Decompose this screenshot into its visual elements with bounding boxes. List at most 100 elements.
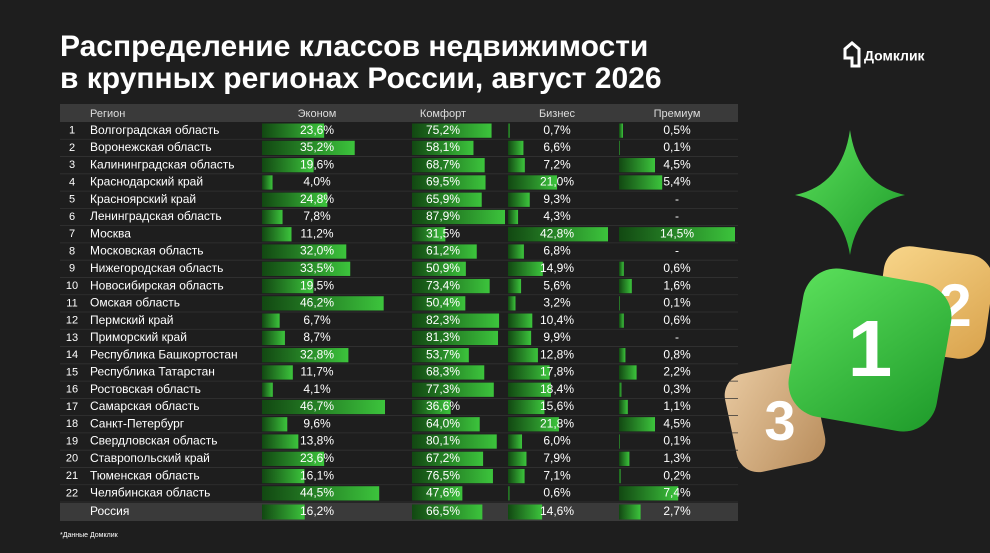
- row-number: 18: [66, 418, 78, 430]
- value-label: 75,2%: [426, 123, 460, 137]
- value-label: 9,3%: [543, 192, 571, 206]
- data-bar: [508, 330, 532, 346]
- value-label: 64,0%: [426, 416, 460, 430]
- region: Ленинградская область: [90, 209, 222, 223]
- value-label: 4,5%: [663, 416, 691, 430]
- decoration: 2 3 1: [724, 130, 990, 473]
- row-number: 9: [69, 263, 75, 275]
- value-label: 81,3%: [426, 330, 460, 344]
- value-label: 6,8%: [543, 244, 571, 258]
- value-label: -: [675, 209, 679, 223]
- value-label: 67,2%: [426, 451, 460, 465]
- data-bar: [262, 451, 325, 466]
- row-number: 15: [66, 366, 78, 378]
- data-bar: [508, 261, 543, 276]
- value-label: 11,2%: [300, 226, 333, 240]
- data-bar: [619, 434, 620, 449]
- table: Регион Эконом Комфорт Бизнес Премиум 1 Волгогр…: [60, 108, 738, 521]
- value-label: 36,6%: [426, 399, 460, 413]
- value-label: 80,1%: [426, 434, 460, 448]
- value-label: 17,8%: [540, 365, 574, 379]
- value-label: 0,6%: [543, 486, 571, 500]
- column-header: Премиум: [654, 108, 701, 120]
- value-label: 15,6%: [540, 399, 574, 413]
- value-label: -: [675, 192, 679, 206]
- region: Волгоградская область: [90, 123, 219, 137]
- data-bar: [412, 486, 463, 501]
- data-bar: [262, 486, 380, 501]
- data-bar: [412, 348, 469, 363]
- data-bar: [262, 330, 285, 346]
- data-bar: [412, 227, 446, 242]
- value-label: 61,2%: [426, 244, 460, 258]
- value-label: 32,8%: [300, 347, 334, 361]
- region: Пермский край: [90, 313, 174, 327]
- data-bar: [508, 296, 516, 311]
- header-row: [60, 104, 738, 122]
- data-bar: [508, 244, 524, 259]
- value-label: 1,1%: [663, 399, 691, 413]
- value-label: 0,8%: [663, 347, 691, 361]
- region: Приморский край: [90, 330, 187, 344]
- region: Республика Башкортостан: [90, 347, 238, 361]
- region: Новосибирская область: [90, 278, 224, 292]
- region: Россия: [90, 504, 129, 518]
- title-line: Распределение классов недвижимости: [60, 30, 648, 63]
- value-label: -: [675, 330, 679, 344]
- data-bar: [508, 158, 525, 173]
- data-bar: [412, 434, 497, 449]
- data-bar: [412, 244, 477, 259]
- data-bar: [412, 123, 492, 138]
- total-row-bg: [60, 503, 738, 521]
- row-number: 14: [66, 349, 78, 361]
- data-bar: [508, 417, 559, 432]
- data-bar: [508, 504, 543, 520]
- region: Красноярский край: [90, 192, 196, 206]
- row-number: 20: [66, 453, 78, 465]
- data-bar: [619, 175, 663, 190]
- value-label: 8,7%: [303, 330, 331, 344]
- value-label: 33,5%: [300, 261, 334, 275]
- value-label: 4,0%: [303, 175, 331, 189]
- row-number: 17: [66, 401, 78, 413]
- row-number: 8: [69, 245, 75, 257]
- region: Тюменская область: [90, 468, 200, 482]
- value-label: 6,6%: [543, 140, 571, 154]
- data-bar: [508, 365, 550, 380]
- data-bar: [262, 123, 325, 138]
- data-bar: [262, 278, 314, 294]
- row-number: 11: [66, 297, 77, 309]
- data-bar: [262, 227, 292, 242]
- region: Республика Татарстан: [90, 365, 215, 379]
- value-label: 12,8%: [540, 347, 574, 361]
- data-bar: [508, 313, 533, 328]
- tile-number: 3: [764, 389, 795, 452]
- data-bar: [412, 175, 486, 190]
- value-label: 0,6%: [663, 261, 691, 275]
- data-bar: [262, 192, 328, 207]
- value-label: 69,5%: [426, 175, 460, 189]
- value-label: 32,0%: [300, 244, 334, 258]
- data-bar: [262, 399, 385, 415]
- region: Свердловская область: [90, 434, 217, 448]
- value-label: 46,7%: [300, 399, 334, 413]
- data-bar: [412, 468, 493, 484]
- row-number: 22: [66, 487, 78, 499]
- value-label: 47,6%: [426, 486, 460, 500]
- data-bar: [412, 140, 474, 156]
- data-bar: [619, 123, 623, 138]
- value-label: 5,6%: [543, 278, 571, 292]
- data-bar: [412, 209, 505, 225]
- logo: Домклик: [843, 41, 926, 68]
- value-label: 87,9%: [426, 209, 460, 223]
- value-label: 7,9%: [543, 451, 571, 465]
- value-label: 76,5%: [426, 468, 460, 482]
- row-number: 21: [66, 470, 78, 482]
- data-bar: [412, 261, 466, 276]
- footnote: *Данные Домклик: [60, 532, 119, 539]
- region: Московская область: [90, 244, 204, 258]
- value-label: 21,8%: [540, 416, 574, 430]
- data-bar: [508, 434, 523, 449]
- value-label: 14,5%: [660, 226, 694, 240]
- data-bar: [508, 451, 527, 466]
